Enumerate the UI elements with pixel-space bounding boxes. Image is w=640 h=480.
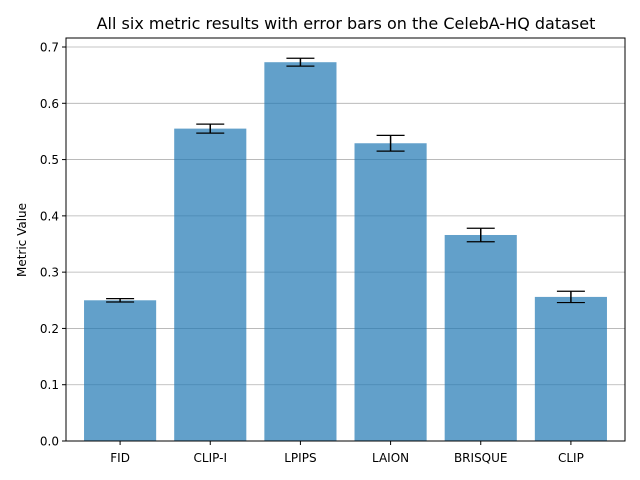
y-tick-label: 0.4 — [40, 209, 59, 223]
x-tick-label: LPIPS — [284, 451, 316, 465]
y-tick-label: 0.7 — [40, 41, 59, 55]
bar — [84, 300, 157, 441]
chart-title: All six metric results with error bars o… — [97, 14, 596, 33]
bar — [444, 234, 517, 441]
gridlines — [66, 46, 625, 442]
bar — [534, 296, 607, 441]
x-tick-label: BRISQUE — [454, 451, 508, 465]
x-tick-label: CLIP — [558, 451, 584, 465]
y-tick-label: 0.1 — [40, 378, 59, 392]
bars — [84, 62, 607, 441]
x-axis-ticks: FID CLIP-I LPIPS LAION BRISQUE CLIP — [110, 441, 584, 465]
x-tick-label: FID — [110, 451, 130, 465]
y-tick-label: 0.6 — [40, 97, 59, 111]
y-tick-label: 0.0 — [40, 435, 59, 449]
bar — [354, 143, 427, 441]
x-tick-label: LAION — [372, 451, 409, 465]
plot-frame — [65, 37, 626, 442]
y-tick-label: 0.5 — [40, 153, 59, 167]
y-axis-label: Metric Value — [15, 203, 29, 277]
y-tick-label: 0.2 — [40, 322, 59, 336]
y-axis-ticks: 0.0 0.1 0.2 0.3 0.4 0.5 0.6 0.7 — [40, 41, 66, 449]
bar — [174, 128, 247, 441]
bar — [264, 62, 337, 441]
error-bars — [106, 57, 585, 304]
y-tick-label: 0.3 — [40, 266, 59, 280]
x-tick-label: CLIP-I — [194, 451, 227, 465]
